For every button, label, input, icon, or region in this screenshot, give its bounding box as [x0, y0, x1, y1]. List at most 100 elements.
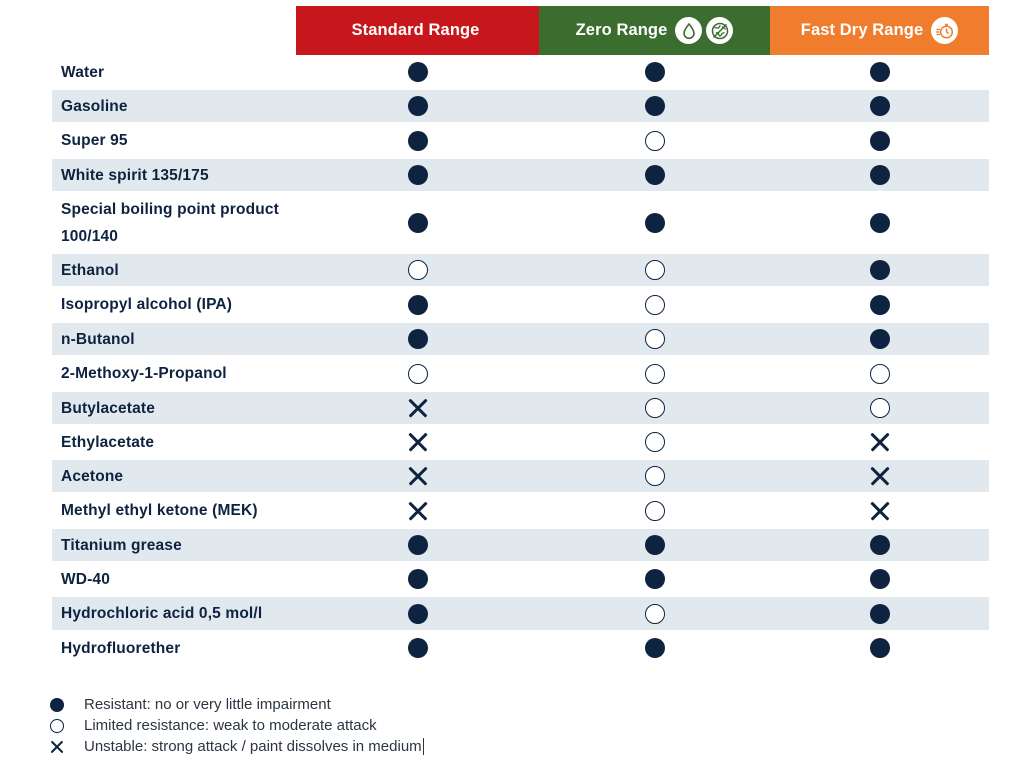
- rating-cell-zero: [539, 460, 770, 492]
- rating-cell-fast: [770, 56, 989, 88]
- rating-cell-zero: [539, 90, 770, 122]
- resistance-table: Water Gasoline Super 95 White spirit 135/17…: [52, 56, 989, 666]
- header-fast-dry-range: Fast Dry Range: [770, 6, 989, 55]
- cross-icon: [50, 740, 64, 754]
- rating-cell-zero: [539, 288, 770, 321]
- medium-name: Acetone: [61, 467, 124, 485]
- filled-circle-icon: [869, 535, 890, 555]
- filled-circle-icon: [407, 638, 428, 658]
- rating-cell-standard: [296, 357, 539, 390]
- rating-cell-fast: [770, 90, 989, 122]
- open-circle-icon: [644, 363, 665, 384]
- medium-name: Titanium grease: [61, 536, 182, 554]
- rating-cell-standard: [296, 426, 539, 458]
- cross-icon: [407, 397, 429, 419]
- rating-cell-fast: [770, 193, 989, 252]
- filled-circle-icon: [869, 165, 890, 185]
- rating-cell-zero: [539, 392, 770, 424]
- cross-icon: [407, 431, 429, 453]
- open-circle-icon: [644, 294, 665, 315]
- open-circle-icon: [644, 603, 665, 624]
- medium-name: Isopropyl alcohol (IPA): [61, 296, 233, 313]
- filled-circle-icon: [869, 638, 890, 658]
- medium-name: WD-40: [61, 570, 110, 588]
- rating-cell-fast: [770, 597, 989, 630]
- table-row: Acetone: [52, 460, 989, 494]
- open-circle-icon: [644, 130, 665, 151]
- medium-name: Hydrochloric acid 0,5 mol/l: [61, 605, 263, 622]
- filled-circle-icon: [407, 294, 428, 315]
- table-row: 2-Methoxy-1-Propanol: [52, 357, 989, 392]
- rating-cell-standard: [296, 254, 539, 286]
- table-row: Isopropyl alcohol (IPA): [52, 288, 989, 323]
- rating-cell-fast: [770, 288, 989, 321]
- table-row: Methyl ethyl ketone (MEK): [52, 494, 989, 529]
- table-row: Ethylacetate: [52, 426, 989, 460]
- medium-name: Super 95: [61, 132, 128, 149]
- rating-cell-standard: [296, 193, 539, 252]
- medium-name: Gasoline: [61, 97, 128, 115]
- cross-icon: [407, 465, 429, 487]
- rating-cell-zero: [539, 426, 770, 458]
- table-row: Ethanol: [52, 254, 989, 288]
- rating-cell-standard: [296, 632, 539, 664]
- table-row: Titanium grease: [52, 529, 989, 563]
- table-row: WD-40: [52, 563, 989, 597]
- filled-circle-icon: [407, 62, 428, 82]
- rating-cell-standard: [296, 288, 539, 321]
- rating-cell-standard: [296, 124, 539, 157]
- rating-cell-standard: [296, 392, 539, 424]
- open-circle-icon: [644, 398, 665, 418]
- filled-circle-icon: [644, 569, 665, 589]
- table-row: Water: [52, 56, 989, 90]
- rating-cell-fast: [770, 494, 989, 527]
- legend-symbol-unstable: [48, 740, 84, 754]
- table-row: White spirit 135/175: [52, 159, 989, 193]
- rating-cell-fast: [770, 254, 989, 286]
- filled-circle-icon: [644, 62, 665, 82]
- medium-name: n-Butanol: [61, 330, 135, 348]
- filled-circle-icon: [869, 62, 890, 82]
- globe-icon: [706, 17, 734, 44]
- rating-cell-standard: [296, 529, 539, 561]
- table-row: Special boiling point product 100/140: [52, 193, 989, 254]
- rating-cell-zero: [539, 254, 770, 286]
- open-circle-icon: [644, 432, 665, 452]
- rating-cell-zero: [539, 323, 770, 355]
- filled-circle-icon: [407, 130, 428, 151]
- rating-cell-fast: [770, 529, 989, 561]
- medium-name: Butylacetate: [61, 399, 155, 417]
- filled-circle-icon: [869, 329, 890, 349]
- filled-circle-icon: [869, 603, 890, 624]
- rating-cell-standard: [296, 460, 539, 492]
- stopwatch-icon: [931, 17, 959, 44]
- filled-circle-icon: [869, 260, 890, 280]
- legend-text-resistant: Resistant: no or very little impairment: [84, 696, 331, 713]
- cross-icon: [869, 431, 891, 453]
- filled-circle-icon: [869, 569, 890, 589]
- open-circle-icon: [869, 363, 890, 384]
- rating-cell-zero: [539, 159, 770, 191]
- rating-cell-zero: [539, 56, 770, 88]
- filled-circle-icon: [50, 697, 64, 712]
- medium-name: White spirit 135/175: [61, 166, 209, 184]
- header-zero-label: Zero Range: [575, 21, 668, 39]
- rating-cell-fast: [770, 460, 989, 492]
- open-circle-icon: [50, 718, 64, 733]
- filled-circle-icon: [644, 212, 665, 233]
- rating-cell-standard: [296, 159, 539, 191]
- filled-circle-icon: [644, 638, 665, 658]
- table-row: Hydrochloric acid 0,5 mol/l: [52, 597, 989, 632]
- filled-circle-icon: [644, 165, 665, 185]
- open-circle-icon: [644, 329, 665, 349]
- medium-name: Special boiling point product 100/140: [61, 200, 279, 245]
- table-row: n-Butanol: [52, 323, 989, 357]
- open-circle-icon: [407, 363, 428, 384]
- legend-symbol-limited: [48, 718, 84, 733]
- rating-cell-standard: [296, 323, 539, 355]
- rating-cell-zero: [539, 357, 770, 390]
- filled-circle-icon: [407, 329, 428, 349]
- legend-text-limited: Limited resistance: weak to moderate att…: [84, 717, 377, 734]
- open-circle-icon: [644, 260, 665, 280]
- rating-cell-fast: [770, 323, 989, 355]
